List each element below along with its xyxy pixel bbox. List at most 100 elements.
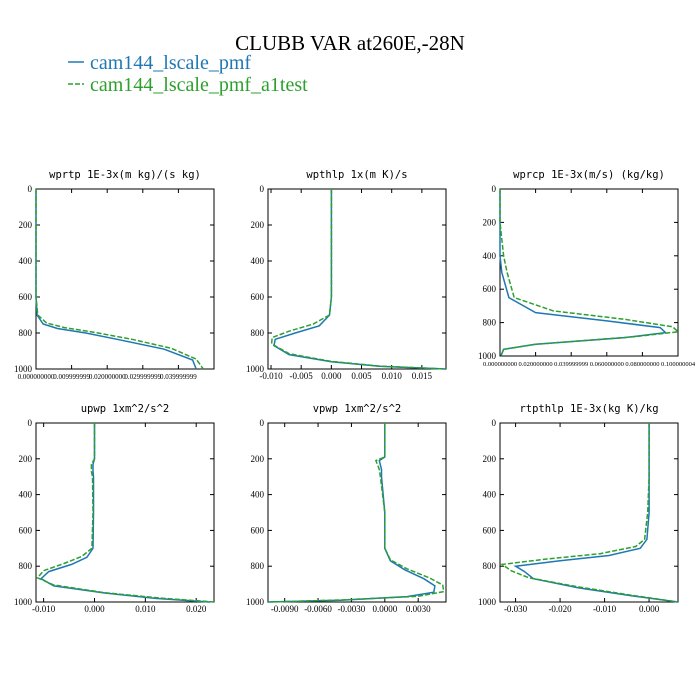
x-tick-label: 0.0030: [406, 604, 431, 614]
y-tick-label: 200: [483, 217, 497, 227]
y-tick-label: 200: [483, 454, 497, 464]
plot-frame: [35, 188, 215, 370]
y-tick-label: 600: [483, 525, 497, 535]
plot-frame: [267, 188, 447, 370]
y-tick-label: 400: [19, 490, 33, 500]
y-tick-label: 200: [251, 220, 265, 230]
x-tick-label: 0.020000000: [89, 373, 126, 381]
plot-frame: [35, 422, 215, 603]
x-tick-label: -0.0060: [304, 604, 332, 614]
x-tick-label: -0.030: [504, 604, 528, 614]
x-tick-label: 0.010: [382, 371, 403, 381]
y-tick-label: 400: [483, 251, 497, 261]
x-tick-label: 0.060000000: [590, 361, 624, 368]
x-tick-label: 0.029999999: [124, 373, 161, 381]
y-tick-label: 800: [19, 561, 33, 571]
x-tick-label: -0.020: [548, 604, 572, 614]
y-tick-label: 1000: [246, 364, 265, 374]
panel-title: wprtp 1E-3x(m kg)/(s kg): [49, 169, 201, 181]
plot-frame: [499, 422, 679, 603]
x-tick-label: 0.039999999: [160, 373, 197, 381]
series-line-a1test: [499, 189, 680, 357]
legend-label-0: cam144_lscale_pmf: [90, 52, 251, 74]
y-tick-label: 600: [19, 292, 33, 302]
x-tick-label: 0.039999999: [554, 361, 588, 368]
x-tick-label: 0.020: [186, 604, 207, 614]
y-tick-label: 0: [492, 184, 497, 194]
y-tick-label: 800: [19, 328, 33, 338]
series-line-pmf: [267, 423, 436, 603]
x-tick-label: 0.015: [412, 371, 433, 381]
x-tick-label: -0.010: [259, 371, 283, 381]
series-line-a1test: [35, 189, 204, 370]
panel-title: vpwp 1xm^2/s^2: [313, 403, 402, 415]
y-tick-label: 400: [19, 256, 33, 266]
panel-title: wpthlp 1x(m K)/s: [306, 169, 407, 181]
series-line-pmf: [513, 423, 679, 603]
y-tick-label: 600: [483, 284, 497, 294]
figure-title: CLUBB VAR at260E,-28N: [235, 31, 465, 55]
series-line-pmf: [499, 189, 668, 357]
y-tick-label: 0: [28, 184, 33, 194]
x-tick-label: -0.010: [32, 604, 56, 614]
y-tick-label: 1000: [478, 351, 497, 361]
panel-title: wprcp 1E-3x(m/s) (kg/kg): [513, 169, 665, 181]
legend-label-1: cam144_lscale_pmf_a1test: [90, 74, 308, 96]
panel-4: upwp 1xm^2/s^2 0 200 400 600 800 1000-0.010 0.0…: [14, 403, 215, 614]
series-line-a1test: [270, 189, 447, 370]
x-tick-label: 0.005: [351, 371, 372, 381]
y-tick-label: 200: [19, 220, 33, 230]
legend: cam144_lscale_pmf cam144_lscale_pmf_a1te…: [68, 52, 308, 96]
x-tick-label: 0.000: [84, 604, 105, 614]
series-line-pmf: [273, 189, 447, 370]
y-tick-label: 800: [251, 328, 265, 338]
panel-1: wprtp 1E-3x(m kg)/(s kg) 0 200 400 600 800 100…: [14, 169, 215, 381]
x-tick-label: 0.0000: [372, 604, 397, 614]
y-tick-label: 1000: [246, 597, 265, 607]
x-tick-label: -0.0090: [271, 604, 299, 614]
series-line-a1test: [500, 423, 679, 603]
x-tick-label: -0.010: [593, 604, 617, 614]
y-tick-label: 600: [251, 525, 265, 535]
y-tick-label: 400: [251, 256, 265, 266]
panel-5: vpwp 1xm^2/s^2 0 200 400 600 800 1000 -0.0090 -0…: [246, 403, 447, 614]
plot-frame: [499, 188, 679, 357]
x-tick-label: 0.009999999: [53, 373, 90, 381]
y-tick-label: 600: [19, 525, 33, 535]
series-line-pmf: [35, 189, 197, 370]
x-tick-label: 0.100000004: [661, 361, 696, 368]
y-tick-label: 0: [28, 418, 33, 428]
panel-3: wprcp 1E-3x(m/s) (kg/kg) 0 200 400 600 800 100…: [478, 169, 696, 368]
y-tick-label: 1000: [14, 597, 33, 607]
panel-title: rtpthlp 1E-3x(kg K)/kg: [519, 403, 658, 415]
y-tick-label: 400: [483, 490, 497, 500]
panel-2: wpthlp 1x(m K)/s 0 200 400 600 800 1000-0.010-…: [246, 169, 447, 381]
y-tick-label: 1000: [478, 597, 497, 607]
panel-title: upwp 1xm^2/s^2: [81, 403, 170, 415]
x-tick-label: 0.000: [321, 371, 342, 381]
x-tick-label: -0.005: [290, 371, 314, 381]
y-tick-label: 1000: [14, 364, 33, 374]
y-tick-label: 200: [19, 454, 33, 464]
x-tick-label: 0.010: [135, 604, 156, 614]
series-line-a1test: [36, 423, 215, 603]
y-tick-label: 0: [260, 184, 265, 194]
x-tick-label: 0.000000000: [483, 361, 517, 368]
x-tick-label: 0.080000000: [625, 361, 659, 368]
series-line-a1test: [267, 423, 445, 603]
plot-frame: [267, 422, 447, 603]
y-tick-label: 800: [251, 561, 265, 571]
y-tick-label: 0: [260, 418, 265, 428]
panel-6: rtpthlp 1E-3x(kg K)/kg02004006008001000-…: [478, 403, 679, 614]
x-tick-label: 0.000000000: [18, 373, 55, 381]
series-line-pmf: [39, 423, 209, 603]
y-tick-label: 800: [483, 561, 497, 571]
y-tick-label: 0: [492, 418, 497, 428]
y-tick-label: 200: [251, 454, 265, 464]
x-tick-label: 0.000: [639, 604, 660, 614]
x-tick-label: -0.0030: [338, 604, 366, 614]
y-tick-label: 400: [251, 490, 265, 500]
y-tick-label: 800: [483, 318, 497, 328]
y-tick-label: 600: [251, 292, 265, 302]
